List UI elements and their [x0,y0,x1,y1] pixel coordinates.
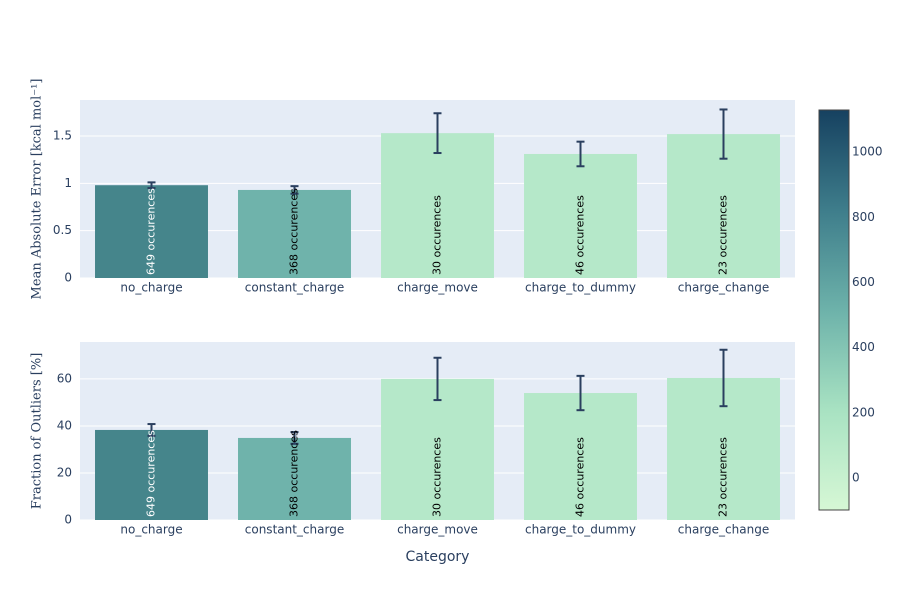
error-bar [433,112,442,155]
y-tick-label: 0 [64,271,72,285]
bar [238,437,351,520]
bar-label: 46 occurences [574,195,587,275]
bar-label: 368 occurences [288,430,301,517]
bar [524,153,637,278]
bar [381,378,494,520]
bar-label: 30 occurences [431,195,444,275]
colorbar-tick-label: 0 [852,471,860,485]
bar-label: 23 occurences [717,437,730,517]
bar-label: 30 occurences [431,437,444,517]
y-tick-label: 40 [57,418,72,432]
y-axis-title: Mean Absolute Error [kcal mol⁻¹] [30,79,45,300]
colorbar-tick-label: 600 [852,275,875,289]
x-tick-label: no_charge [120,281,182,295]
y-tick-label: 1 [64,176,72,190]
bar [95,429,208,520]
y-tick-label: 0 [64,513,72,527]
y-tick-label: 1.5 [53,128,72,142]
error-bar [576,374,585,412]
colorbar-tick-label: 800 [852,210,875,224]
bar [524,393,637,520]
x-tick-label: charge_move [397,281,478,295]
x-axis-title: Category [406,549,470,565]
x-tick-label: charge_to_dummy [525,281,636,295]
error-bar [576,140,585,168]
bar-label: 368 occurences [288,188,301,275]
y-tick-label: 0.5 [53,223,72,237]
bar [238,189,351,278]
x-tick-label: charge_to_dummy [525,523,636,537]
x-tick-label: charge_move [397,523,478,537]
bar [95,185,208,278]
colorbar-tick-label: 400 [852,340,875,354]
x-tick-label: constant_charge [245,281,344,295]
bar [381,133,494,278]
x-tick-label: constant_charge [245,523,344,537]
colorbar-tick-label: 200 [852,405,875,419]
error-bar [719,348,728,408]
bar-label: 23 occurences [717,195,730,275]
bar-label: 649 occurences [145,188,158,275]
colorbar-tick-label: 1000 [852,145,883,159]
error-bar [147,423,156,437]
y-tick-label: 20 [57,465,72,479]
x-tick-label: no_charge [120,523,182,537]
y-tick-label: 60 [57,371,72,385]
x-tick-label: charge_change [678,281,769,295]
bar-label: 46 occurences [574,437,587,517]
error-bar [719,108,728,160]
bar-label: 649 occurences [145,430,158,517]
colorbar [818,109,850,511]
error-bar [147,181,156,190]
y-axis-title: Fraction of Outliers [%] [30,353,45,510]
error-bar [290,431,299,445]
x-tick-label: charge_change [678,523,769,537]
error-bar [290,185,299,195]
error-bar [433,356,442,402]
